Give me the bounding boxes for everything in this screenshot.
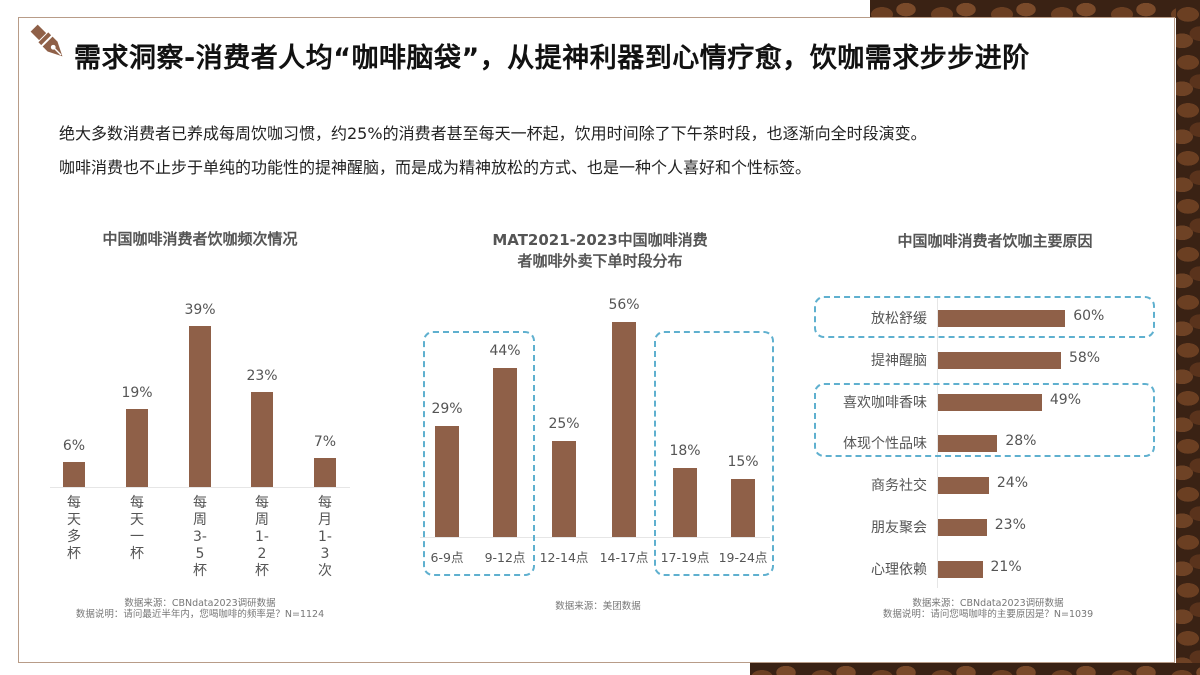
category-label: 6-9点: [430, 550, 464, 565]
value-label: 23%: [994, 517, 1026, 533]
category-label: 每周3-5杯: [193, 495, 207, 579]
category-label: 心理依赖: [871, 562, 927, 578]
value-label: 29%: [431, 400, 463, 417]
bar: [493, 368, 517, 537]
category-label: 提神醒脑: [871, 353, 927, 369]
coffee-beans-background: [1176, 0, 1200, 675]
intro-line: 绝大多数消费者已养成每周饮咖习惯，约25%的消费者甚至每天一杯起，饮用时间除了下…: [59, 124, 927, 143]
category-label: 放松舒缓: [871, 311, 927, 327]
value-label: 6%: [62, 438, 86, 455]
value-label: 25%: [548, 416, 580, 432]
coffee-beans-background: [870, 0, 1200, 18]
value-label: 24%: [996, 475, 1028, 491]
bar: [731, 479, 755, 537]
category-label: 12-14点: [539, 550, 589, 565]
data-source: 数据来源：CBNdata2023调研数据: [124, 598, 276, 609]
value-label: 23%: [246, 368, 278, 384]
value-label: 15%: [727, 454, 759, 471]
highlight-box-evening: [654, 331, 774, 576]
data-note: 数据说明：请问您喝咖啡的主要原因是？N=1039: [882, 609, 1094, 620]
fountain-pen-icon: [30, 24, 63, 57]
bar: [552, 441, 576, 537]
value-label: 21%: [990, 559, 1022, 575]
value-label: 44%: [489, 343, 521, 360]
value-label: 60%: [1073, 308, 1105, 324]
bar: [189, 325, 211, 487]
bar: [251, 392, 273, 487]
category-label: 9-12点: [484, 550, 526, 565]
category-label: 体现个性品味: [843, 436, 927, 452]
bar: [938, 434, 998, 452]
category-label: 每月1-3次: [318, 495, 332, 579]
category-label: 喜欢咖啡香味: [843, 395, 927, 411]
value-label: 19%: [121, 384, 153, 401]
category-label: 每天一杯: [130, 495, 144, 562]
category-label: 14-17点: [599, 550, 649, 565]
value-label: 28%: [1005, 433, 1037, 449]
bar: [938, 351, 1061, 369]
page-title: 需求洞察-消费者人均“咖啡脑袋”，从提神利器到心情疗愈，饮咖需求步步进阶: [74, 43, 1030, 74]
chart-title: 者咖啡外卖下单时段分布: [517, 252, 683, 270]
chart-title: 中国咖啡消费者饮咖频次情况: [102, 230, 298, 248]
bar: [63, 462, 85, 487]
category-label: 每周1-2杯: [255, 495, 269, 579]
data-source: 数据来源：美团数据: [555, 601, 641, 612]
bar: [673, 467, 697, 537]
intro-line: 咖啡消费也不止步于单纯的功能性的提神醒脑，而是成为精神放松的方式、也是一种个人喜…: [59, 158, 812, 177]
coffee-beans-background: [750, 663, 1200, 675]
x-axis-line: [420, 537, 770, 538]
bar: [938, 476, 989, 494]
highlight-box-taste: [814, 383, 1155, 457]
value-label: 58%: [1068, 350, 1101, 366]
highlight-box-relax: [814, 296, 1155, 338]
highlight-box-morning: [423, 331, 535, 576]
category-label: 朋友聚会: [871, 520, 927, 536]
y-axis-line: [937, 296, 938, 588]
bar: [314, 458, 336, 487]
value-label: 7%: [313, 434, 337, 451]
bar: [126, 408, 148, 487]
bar: [938, 309, 1066, 327]
value-label: 18%: [669, 442, 701, 459]
value-label: 56%: [608, 296, 640, 313]
bar: [938, 393, 1042, 411]
x-axis-line: [50, 487, 350, 488]
chart-title: 中国咖啡消费者饮咖主要原因: [897, 232, 1093, 250]
data-source: 数据来源：CBNdata2023调研数据: [912, 598, 1064, 609]
value-label: 39%: [184, 301, 216, 318]
bar: [612, 321, 636, 537]
chart-title: MAT2021-2023中国咖啡消费: [492, 231, 708, 249]
category-label: 商务社交: [871, 478, 927, 494]
category-label: 17-19点: [660, 550, 710, 565]
category-label: 19-24点: [718, 550, 768, 565]
data-note: 数据说明：请问最近半年内，您喝咖啡的频率是？N=1124: [75, 609, 325, 620]
bar: [938, 518, 987, 536]
bar: [435, 425, 459, 537]
value-label: 49%: [1049, 392, 1081, 408]
bar: [938, 560, 983, 578]
category-label: 每天多杯: [67, 495, 81, 562]
